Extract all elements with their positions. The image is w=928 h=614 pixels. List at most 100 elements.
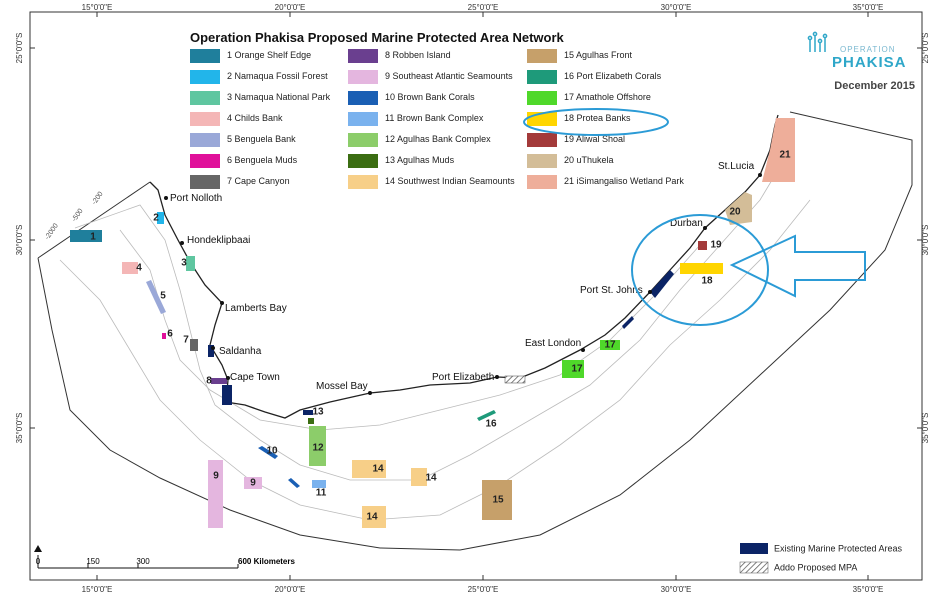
legend-label: 21 iSimangaliso Wetland Park (564, 176, 684, 186)
mpa-shapes (70, 118, 795, 528)
legend-name: Cape Canyon (235, 176, 290, 186)
legend-name: Orange Shelf Edge (235, 50, 312, 60)
legend-number: 11 (385, 113, 394, 123)
legend-label: 18 Protea Banks (564, 113, 631, 123)
lat-label: 25°0'0"S (15, 33, 24, 64)
scale-tick: 0 (36, 557, 41, 566)
logo-line2: PHAKISA (832, 54, 907, 71)
mpa-area (562, 360, 584, 378)
mpa-area (122, 262, 138, 274)
legend-number: 21 (564, 176, 574, 186)
scale-unit: Kilometers (254, 557, 296, 566)
place-label: Port Elizabeth (432, 372, 494, 383)
lon-label: 25°0'0"E (468, 3, 499, 12)
legend-swatch (348, 91, 378, 105)
mpa-area (211, 378, 227, 384)
mpa-number: 7 (183, 335, 189, 346)
lon-label: 30°0'0"E (661, 585, 692, 594)
legend-name: Robben Island (393, 50, 451, 60)
legend-number: 19 (564, 134, 574, 144)
legend-label: 17 Amathole Offshore (564, 92, 651, 102)
lat-label: 30°0'0"S (15, 225, 24, 256)
legend-name: Benguela Muds (235, 155, 298, 165)
mpa-area (162, 333, 166, 339)
mpa-area (762, 118, 795, 182)
lon-label: 35°0'0"E (853, 585, 884, 594)
annotation-highlight (523, 108, 866, 326)
mpa-area (208, 460, 223, 528)
legend-swatch (190, 133, 220, 147)
legend-swatch (527, 70, 557, 84)
lat-label: 35°0'0"S (15, 413, 24, 444)
legend-swatch (527, 91, 557, 105)
mpa-number: 16 (485, 419, 497, 430)
place-label: Port Nolloth (170, 193, 222, 204)
mpa-number: 14 (372, 464, 384, 475)
legend-label: 10 Brown Bank Corals (385, 92, 475, 102)
mpa-number: 19 (710, 240, 722, 251)
legend-label: 6 Benguela Muds (227, 155, 298, 165)
legend-number: 17 (564, 92, 574, 102)
key-label: Existing Marine Protected Areas (774, 543, 903, 553)
legend-name: Amathole Offshore (576, 92, 651, 102)
legend-swatch (190, 70, 220, 84)
legend-swatch (527, 154, 557, 168)
legend-name: Brown Bank Complex (397, 113, 484, 123)
mpa-area (309, 426, 326, 466)
place-label: Durban (670, 218, 703, 229)
legend-label: 14 Southwest Indian Seamounts (385, 176, 515, 186)
scale-tick: 150 (86, 557, 100, 566)
legend-swatch (348, 175, 378, 189)
legend-number: 3 (227, 92, 232, 102)
legend-name: iSimangaliso Wetland Park (577, 176, 685, 186)
legend-number: 13 (385, 155, 395, 165)
place-label: Hondeklipbaai (187, 235, 250, 246)
places: Port Nolloth Hondeklipbaai Lamberts Bay … (164, 161, 762, 395)
legend-swatch (348, 154, 378, 168)
key: Existing Marine Protected Areas Addo Pro… (739, 543, 903, 574)
place-label: Lamberts Bay (225, 303, 287, 314)
legend-number: 4 (227, 113, 232, 123)
logo-line1: OPERATION (840, 45, 896, 54)
legend-label: 13 Agulhas Muds (385, 155, 455, 165)
lat-label: 35°0'0"S (921, 413, 928, 444)
graticule-ticks (30, 12, 922, 580)
legend-swatch (527, 133, 557, 147)
place-label: Cape Town (230, 372, 280, 383)
mpa-number: 20 (729, 207, 741, 218)
lon-label: 20°0'0"E (275, 585, 306, 594)
legend-name: Agulhas Bank Complex (397, 134, 491, 144)
legend-swatch (348, 49, 378, 63)
map-frame (29, 11, 923, 581)
legend-name: Aliwal Shoal (576, 134, 625, 144)
legend-name: Childs Bank (235, 113, 284, 123)
legend-number: 1 (227, 50, 232, 60)
legend-label: 7 Cape Canyon (227, 176, 290, 186)
eez-boundary (37, 111, 913, 551)
mpa-number: 15 (492, 495, 504, 506)
legend-name: uThukela (577, 155, 614, 165)
legend-label: 16 Port Elizabeth Corals (564, 71, 662, 81)
legend-label: 4 Childs Bank (227, 113, 283, 123)
legend-swatch (190, 91, 220, 105)
mpa-area (698, 241, 707, 250)
mpa-area (477, 410, 496, 421)
mpa-area (362, 506, 386, 528)
legend-number: 7 (227, 176, 232, 186)
lat-label: 30°0'0"S (921, 225, 928, 256)
mpa-number: 14 (425, 473, 437, 484)
legend-number: 20 (564, 155, 574, 165)
legend-name: Port Elizabeth Corals (577, 71, 662, 81)
legend-name: Benguela Bank (235, 134, 297, 144)
mpa-area (352, 460, 386, 478)
mpa-area (411, 468, 427, 486)
legend-swatch (527, 49, 557, 63)
lon-label: 15°0'0"E (82, 585, 113, 594)
mpa-area (258, 446, 300, 488)
place-label: Saldanha (219, 346, 262, 357)
legend-label: 12 Agulhas Bank Complex (385, 134, 491, 144)
legend-number: 16 (564, 71, 574, 81)
mpa-area (190, 339, 198, 351)
